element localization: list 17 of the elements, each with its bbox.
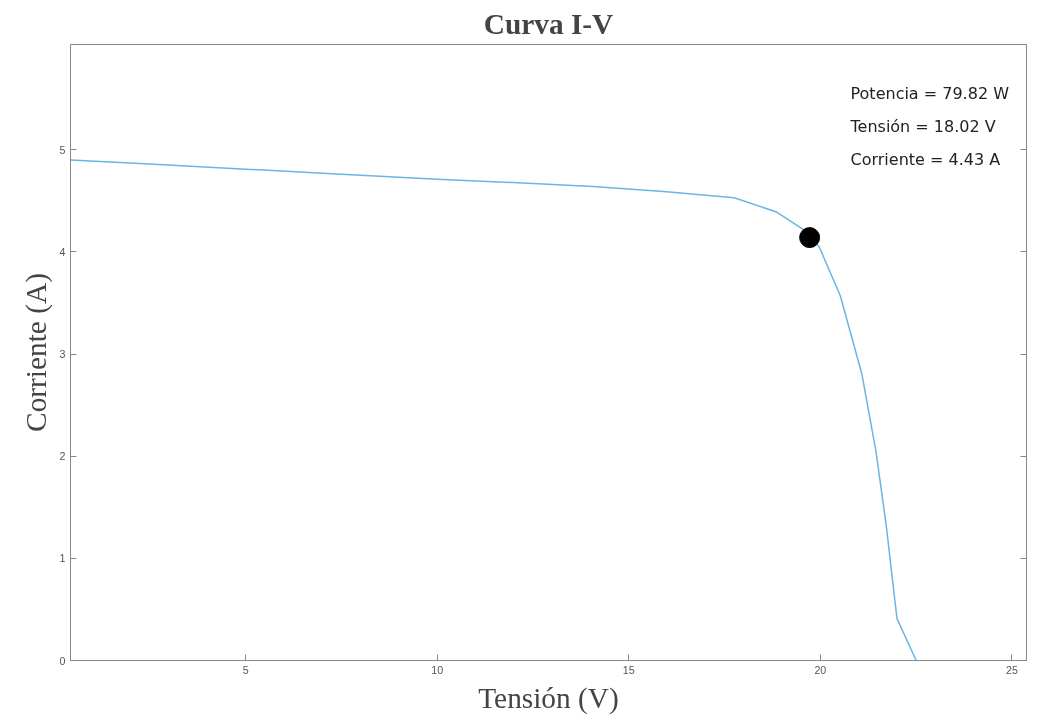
y-tick-label: 0 (59, 654, 66, 667)
annotation: Corriente = 4.43 A (850, 149, 1001, 169)
x-tick-label: 5 (242, 663, 249, 676)
y-axis-title: Corriente (A) (19, 273, 53, 432)
y-tick-label: 4 (59, 245, 66, 258)
x-tick-label: 25 (1006, 663, 1018, 676)
x-tick-label: 15 (622, 663, 635, 676)
annotation: Potencia = 79.82 W (850, 83, 1010, 103)
y-tick-label: 1 (59, 552, 66, 565)
annotation: Tensión = 18.02 V (849, 116, 996, 136)
chart-title: Curva I-V (483, 7, 614, 40)
x-tick-label: 20 (814, 663, 827, 676)
x-tick-label: 10 (431, 663, 444, 676)
y-tick-label: 3 (59, 348, 66, 361)
y-tick-label: 5 (59, 143, 66, 156)
x-axis-title: Tensión (V) (478, 681, 619, 715)
y-tick-label: 2 (59, 450, 66, 463)
